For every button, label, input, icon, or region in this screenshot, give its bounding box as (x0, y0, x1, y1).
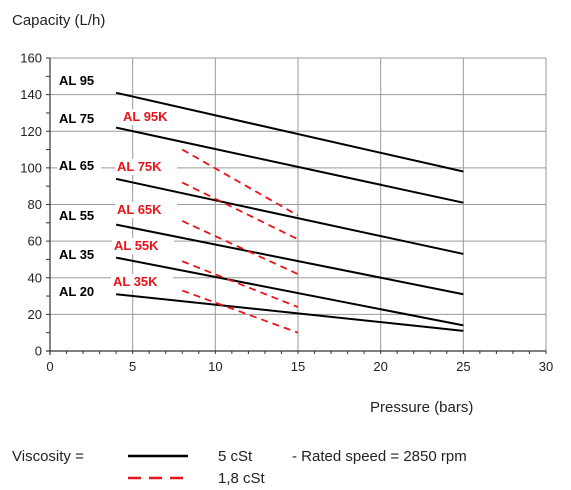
series-label-al-75: AL 75 (59, 111, 94, 126)
series-label-bg (121, 109, 183, 125)
series-line-al-55k (181, 260, 299, 308)
y-tick-label: 80 (28, 197, 42, 212)
y-tick-label: 100 (20, 160, 42, 175)
series-line-al-65 (115, 177, 464, 255)
x-tick-label: 10 (208, 359, 222, 374)
tick-labels: 0 20 40 60 80 100 120 140 160 0 5 10 15 20 25 30 (20, 51, 553, 375)
y-tick-label: 140 (20, 87, 42, 102)
series-label-al-35: AL 35 (59, 247, 94, 262)
series-label-al-20: AL 20 (59, 284, 94, 299)
series-label-bg (112, 238, 174, 254)
x-axis-label: Pressure (bars) (370, 399, 473, 416)
series-label-al-55: AL 55 (59, 208, 94, 223)
x-tick-label: 20 (373, 359, 387, 374)
y-tick-label: 120 (20, 124, 42, 139)
legend-entry-solid: 5 cSt (218, 448, 253, 465)
legend-note: - Rated speed = 2850 rpm (292, 448, 467, 465)
series-line-al-55 (115, 223, 464, 296)
series-label-bg (57, 247, 101, 263)
series-label-bg (57, 73, 101, 89)
series-label-bg (57, 208, 101, 224)
series-label-al-65: AL 65 (59, 158, 94, 173)
series-line-al-35k (181, 289, 299, 334)
y-tick-label: 40 (28, 270, 42, 285)
series-label-al-75k: AL 75K (117, 159, 162, 174)
series-label-bg (115, 159, 177, 175)
series-line-al-20 (116, 293, 464, 332)
series-label-bg (111, 274, 173, 290)
series-label-al-95k: AL 95K (123, 109, 168, 124)
y-axis-label: Capacity (L/h) (12, 12, 105, 29)
y-tick-label: 60 (28, 234, 42, 249)
series-line-al-75k (181, 181, 299, 241)
x-tick-label: 25 (456, 359, 470, 374)
series-label-bg (57, 284, 101, 300)
series-line-al-95k (181, 148, 299, 217)
legend: Viscosity = 5 cSt - Rated speed = 2850 r… (12, 448, 467, 487)
x-tick-label: 15 (291, 359, 305, 374)
series-label-al-95: AL 95 (59, 73, 94, 88)
legend-label: Viscosity = (12, 448, 84, 465)
series-line-al-35 (115, 256, 464, 327)
legend-entry-dashed: 1,8 cSt (218, 470, 266, 487)
x-tick-label: 30 (539, 359, 553, 374)
series-lines (115, 91, 464, 334)
series-label-bg (57, 158, 101, 174)
series-label-al-35k: AL 35K (113, 274, 158, 289)
series-line-al-75 (115, 126, 464, 204)
x-tick-label: 0 (46, 359, 53, 374)
y-tick-label: 20 (28, 307, 42, 322)
y-tick-label: 0 (35, 344, 42, 359)
series-line-al-95 (115, 91, 464, 173)
series-label-bg (115, 202, 177, 218)
x-tick-label: 5 (129, 359, 136, 374)
series-line-al-65k (181, 220, 299, 275)
series-label-al-55k: AL 55K (114, 238, 159, 253)
y-tick-label: 160 (20, 51, 42, 66)
series-label-al-65k: AL 65K (117, 202, 162, 217)
series-labels: AL 95 AL 75 AL 65 AL 55 AL 35 AL 20 AL 95K AL 7… (57, 73, 183, 300)
series-label-bg (57, 111, 101, 127)
